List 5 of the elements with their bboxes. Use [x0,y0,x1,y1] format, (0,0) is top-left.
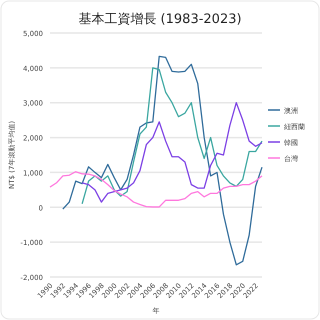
chart-title: 基本工資增長 (1983-2023) [78,12,242,27]
line-series [81,102,263,203]
line-series [62,56,263,266]
line-series [81,67,263,204]
line-series [49,171,263,208]
